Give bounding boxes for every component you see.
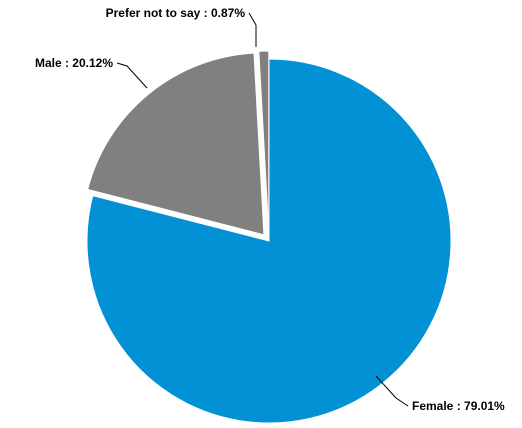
slice-labels: Female : 79.01% Male : 20.12% Prefer not t… bbox=[35, 6, 505, 413]
slice-label: Female : 79.01% bbox=[412, 399, 505, 413]
leader-line bbox=[248, 12, 257, 47]
slice-label: Prefer not to say : 0.87% bbox=[106, 6, 246, 20]
pie-slice-female bbox=[86, 58, 452, 424]
slice-label: Male : 20.12% bbox=[35, 56, 113, 70]
pie-slice-male bbox=[87, 52, 265, 236]
pie-slices bbox=[86, 50, 452, 424]
leader-line bbox=[116, 62, 148, 89]
pie-slice-prefer-not-to-say bbox=[258, 50, 270, 234]
leader-lines bbox=[116, 12, 409, 407]
leader-line bbox=[375, 375, 409, 407]
